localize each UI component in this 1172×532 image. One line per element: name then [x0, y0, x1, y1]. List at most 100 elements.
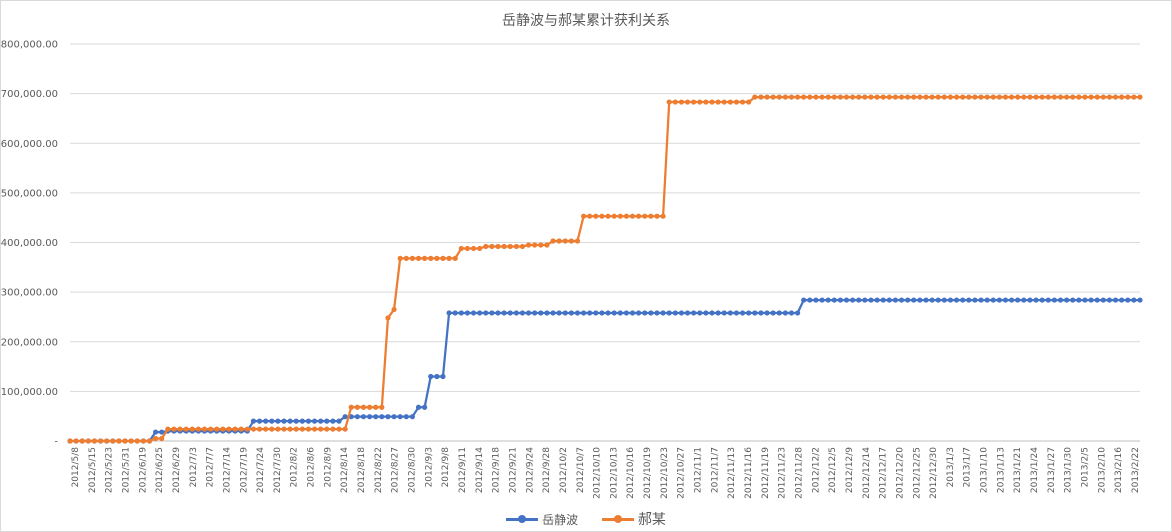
data-point-1[interactable] [684, 99, 691, 105]
data-point-1[interactable] [819, 94, 825, 100]
data-point-1[interactable] [397, 255, 403, 261]
data-point-1[interactable] [1027, 94, 1033, 100]
data-point-1[interactable] [984, 94, 990, 100]
data-point-1[interactable] [1064, 94, 1070, 100]
legend-item-yue[interactable]: 岳静波 [506, 511, 578, 528]
data-point-0[interactable] [715, 310, 721, 316]
data-point-1[interactable] [550, 238, 556, 244]
data-point-1[interactable] [140, 438, 146, 444]
data-point-0[interactable] [984, 297, 990, 303]
data-point-0[interactable] [752, 310, 758, 316]
data-point-0[interactable] [672, 310, 678, 316]
data-point-1[interactable] [996, 94, 1002, 100]
data-point-1[interactable] [874, 94, 880, 100]
data-point-1[interactable] [746, 99, 752, 105]
data-point-1[interactable] [171, 426, 177, 432]
data-point-1[interactable] [165, 426, 171, 432]
data-point-1[interactable] [299, 426, 305, 432]
data-point-0[interactable] [458, 310, 464, 316]
data-point-1[interactable] [1021, 94, 1027, 100]
data-point-0[interactable] [1070, 297, 1076, 303]
data-point-1[interactable] [990, 94, 996, 100]
data-point-0[interactable] [1088, 297, 1094, 303]
data-point-0[interactable] [1064, 297, 1070, 303]
data-point-0[interactable] [617, 310, 623, 316]
data-point-0[interactable] [733, 310, 740, 316]
data-point-1[interactable] [1119, 94, 1125, 100]
data-point-0[interactable] [599, 310, 605, 316]
data-point-1[interactable] [831, 94, 837, 100]
data-point-1[interactable] [507, 243, 513, 250]
data-point-1[interactable] [1100, 94, 1106, 100]
data-point-0[interactable] [636, 310, 642, 316]
data-point-1[interactable] [953, 94, 960, 100]
data-point-0[interactable] [996, 297, 1002, 303]
data-point-1[interactable] [1131, 94, 1137, 100]
data-point-1[interactable] [709, 99, 715, 105]
data-point-0[interactable] [709, 310, 715, 316]
data-point-1[interactable] [263, 426, 269, 432]
data-point-1[interactable] [97, 438, 104, 444]
data-point-1[interactable] [1045, 94, 1051, 100]
data-point-0[interactable] [1057, 297, 1064, 303]
data-point-1[interactable] [330, 426, 336, 432]
data-point-1[interactable] [1057, 94, 1064, 100]
data-point-1[interactable] [403, 255, 409, 261]
data-point-1[interactable] [929, 94, 935, 100]
data-point-0[interactable] [318, 418, 324, 424]
data-point-1[interactable] [305, 426, 312, 432]
data-point-1[interactable] [385, 315, 391, 321]
data-point-0[interactable] [874, 297, 880, 303]
data-point-0[interactable] [721, 310, 727, 316]
data-point-0[interactable] [1112, 297, 1119, 303]
data-point-1[interactable] [470, 245, 477, 252]
data-point-1[interactable] [1088, 94, 1094, 100]
data-point-0[interactable] [324, 418, 330, 424]
data-point-1[interactable] [758, 94, 764, 100]
data-point-1[interactable] [978, 94, 984, 100]
data-point-0[interactable] [477, 310, 483, 316]
data-point-0[interactable] [550, 310, 556, 316]
data-point-0[interactable] [691, 310, 697, 316]
data-point-0[interactable] [807, 297, 813, 303]
data-point-0[interactable] [263, 418, 269, 424]
data-point-0[interactable] [269, 418, 275, 424]
data-point-0[interactable] [746, 310, 752, 316]
data-point-1[interactable] [104, 438, 110, 444]
data-point-1[interactable] [1112, 94, 1119, 100]
data-point-0[interactable] [409, 414, 415, 420]
data-point-1[interactable] [691, 99, 697, 105]
data-point-1[interactable] [134, 438, 140, 444]
data-point-1[interactable] [905, 94, 911, 100]
data-point-1[interactable] [458, 245, 464, 252]
data-point-0[interactable] [1021, 297, 1027, 303]
data-point-1[interactable] [843, 94, 850, 100]
data-point-1[interactable] [837, 94, 844, 100]
data-point-0[interactable] [153, 429, 159, 435]
data-point-0[interactable] [990, 297, 996, 303]
data-point-1[interactable] [422, 255, 428, 261]
data-point-0[interactable] [489, 310, 495, 316]
data-point-0[interactable] [397, 414, 403, 420]
data-point-0[interactable] [892, 297, 899, 303]
data-point-1[interactable] [67, 438, 73, 444]
data-point-0[interactable] [782, 310, 788, 316]
data-point-1[interactable] [648, 213, 654, 219]
data-point-1[interactable] [434, 255, 440, 261]
data-point-1[interactable] [415, 255, 422, 261]
data-point-1[interactable] [715, 99, 721, 105]
data-point-1[interactable] [122, 438, 128, 444]
data-point-1[interactable] [660, 213, 666, 219]
data-point-0[interactable] [758, 310, 764, 316]
data-point-1[interactable] [452, 255, 458, 261]
data-point-0[interactable] [611, 310, 617, 316]
data-point-0[interactable] [495, 310, 501, 316]
data-point-0[interactable] [311, 418, 318, 424]
data-point-0[interactable] [642, 310, 648, 316]
data-point-0[interactable] [1033, 297, 1039, 303]
data-point-0[interactable] [941, 297, 947, 303]
data-point-0[interactable] [470, 310, 477, 316]
data-point-0[interactable] [281, 418, 287, 424]
data-point-1[interactable] [1051, 94, 1057, 100]
data-point-1[interactable] [195, 426, 201, 432]
